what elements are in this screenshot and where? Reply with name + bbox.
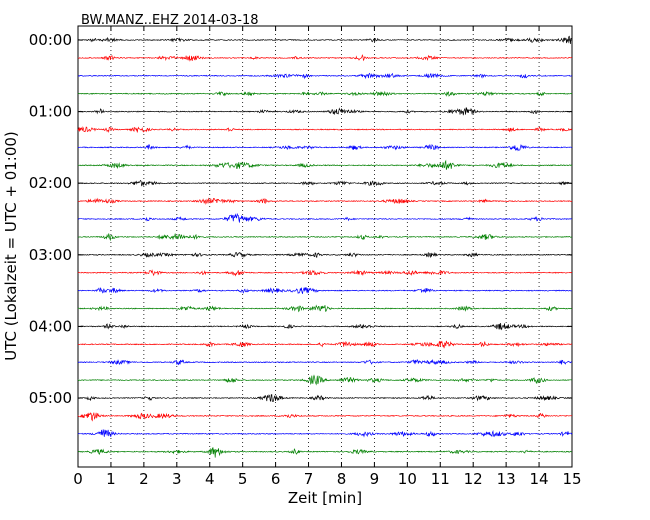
trace-line <box>77 304 573 313</box>
plot-frame <box>77 25 573 468</box>
y-tick-label: 04:00 <box>29 317 72 335</box>
x-tick-label: 10 <box>398 470 417 488</box>
x-tick-label: 15 <box>562 470 581 488</box>
x-axis-label: Zeit [min] <box>288 489 362 507</box>
trace-line <box>77 144 573 152</box>
x-tick-label: 7 <box>304 470 314 488</box>
trace-line <box>77 159 573 170</box>
x-tick-label: 6 <box>271 470 281 488</box>
y-tick-label: 01:00 <box>29 103 72 121</box>
trace-line <box>77 233 573 242</box>
trace-line <box>78 72 573 80</box>
trace-line <box>77 107 573 116</box>
trace-line <box>77 358 573 366</box>
trace-line <box>77 197 573 205</box>
trace-line <box>78 287 572 294</box>
x-tick-label: 11 <box>431 470 450 488</box>
x-tick-label: 4 <box>205 470 215 488</box>
trace-line <box>77 212 573 223</box>
trace-line <box>77 126 573 134</box>
x-tick-label: 5 <box>238 470 248 488</box>
tick-layer: 0 1 2 3 4 5 6 7 8 9 10 11 12 13 14 1500:0001:0002:0003:… <box>29 26 582 488</box>
x-tick-label: 14 <box>530 470 549 488</box>
trace-line <box>77 251 573 259</box>
trace-line <box>77 447 573 458</box>
x-tick-label: 2 <box>139 470 149 488</box>
x-tick-label: 12 <box>464 470 483 488</box>
x-tick-label: 9 <box>370 470 380 488</box>
x-tick-label: 3 <box>172 470 182 488</box>
trace-line <box>77 35 573 44</box>
y-axis-label: UTC (Lokalzeit = UTC + 01:00) <box>2 131 20 361</box>
x-tick-label: 1 <box>106 470 116 488</box>
y-tick-label: 03:00 <box>29 246 72 264</box>
trace-line <box>77 374 573 386</box>
trace-line <box>77 269 573 277</box>
grid-layer <box>110 26 540 467</box>
trace-line <box>77 412 573 422</box>
trace-line <box>77 429 573 438</box>
trace-line <box>78 322 573 331</box>
y-tick-label: 05:00 <box>29 389 72 407</box>
x-tick-label: 13 <box>497 470 516 488</box>
y-tick-label: 02:00 <box>29 174 72 192</box>
trace-line <box>77 394 573 402</box>
x-tick-label: 0 <box>73 470 83 488</box>
x-tick-label: 8 <box>337 470 347 488</box>
trace-line <box>77 179 572 187</box>
trace-line <box>77 54 573 62</box>
y-tick-label: 00:00 <box>29 31 72 49</box>
trace-line <box>77 90 573 97</box>
trace-layer <box>77 35 573 458</box>
trace-line <box>77 340 573 349</box>
chart-title: BW.MANZ..EHZ 2014-03-18 <box>81 13 259 28</box>
